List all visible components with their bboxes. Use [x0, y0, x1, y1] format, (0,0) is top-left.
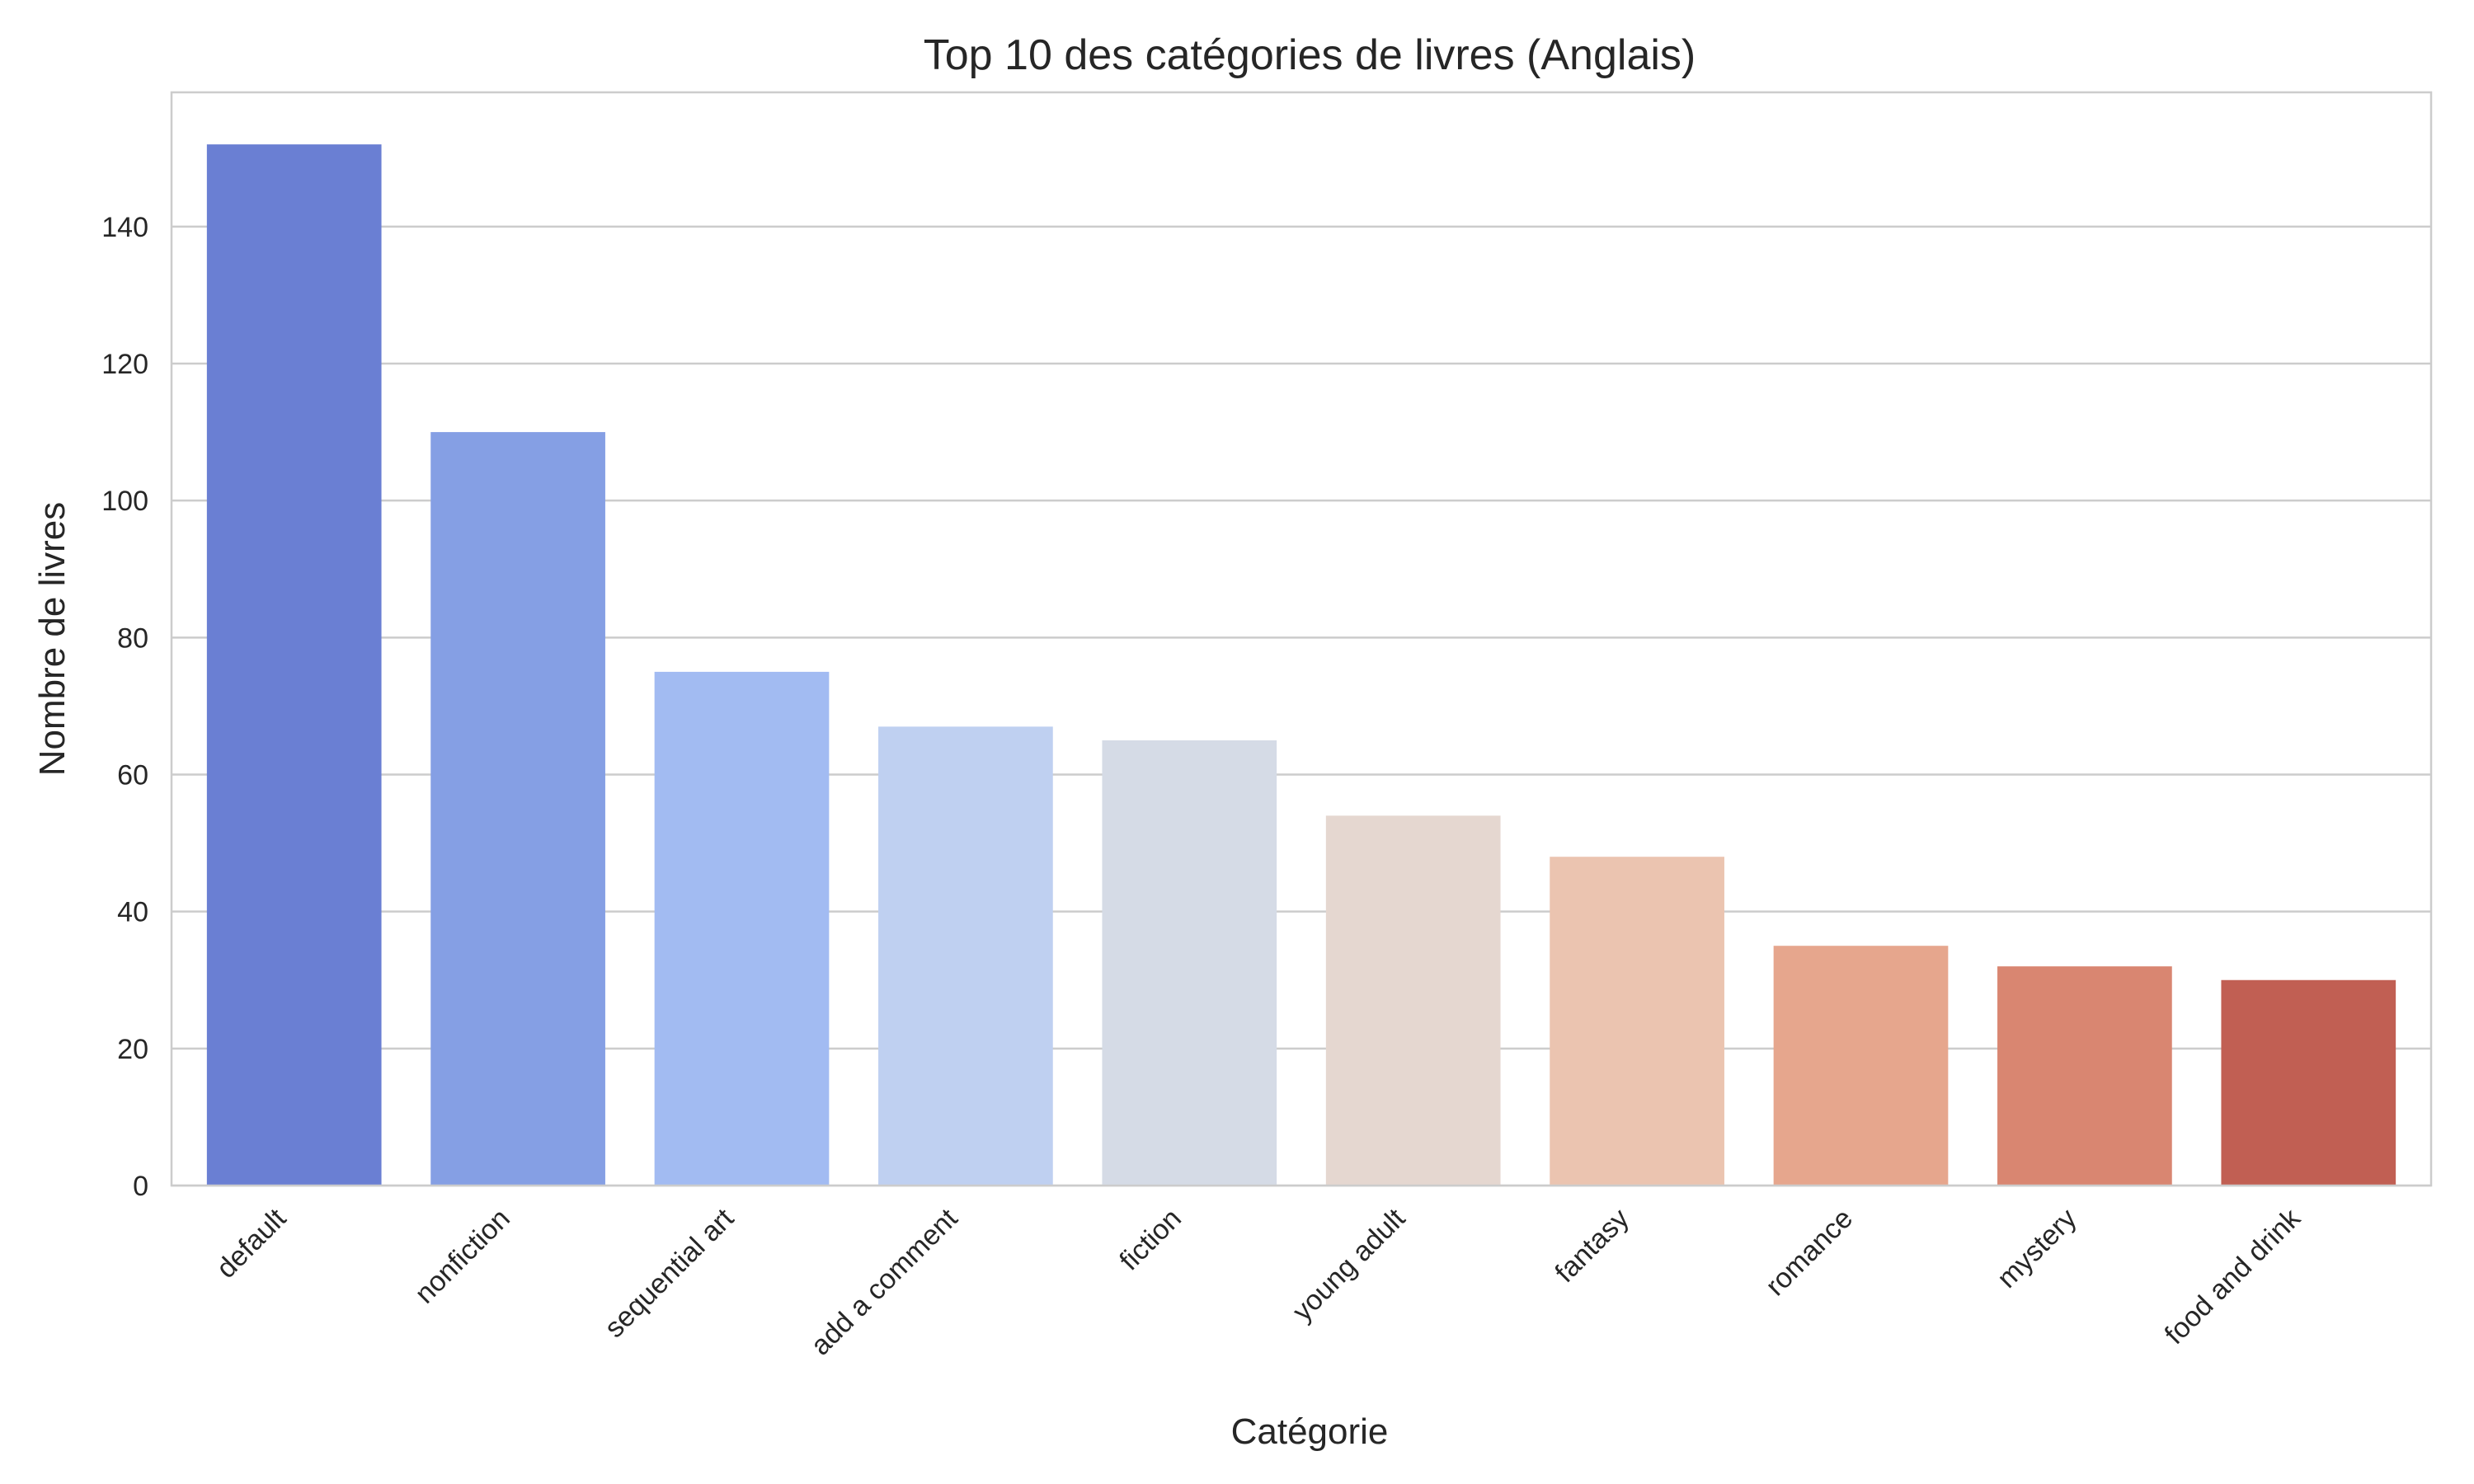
y-axis-label: Nombre de livres [32, 502, 73, 777]
plot-frame [170, 91, 2433, 1187]
bar-fiction [1102, 740, 1277, 1186]
y-tick-labels: 0 20 40 60 80 100 120 140 [101, 212, 148, 1202]
y-tick-label: 140 [101, 212, 148, 243]
bars [206, 144, 2396, 1186]
bar-fantasy [1550, 857, 1724, 1186]
y-tick-label: 100 [101, 486, 148, 517]
bar-romance [1773, 946, 1949, 1186]
x-tick-label: fiction [1113, 1203, 1188, 1277]
x-tick-label: sequential art [599, 1202, 741, 1344]
x-tick-label: food and drink [2159, 1202, 2307, 1350]
x-tick-label: default [210, 1202, 292, 1284]
y-tick-label: 60 [117, 760, 148, 791]
y-tick-label: 80 [117, 622, 148, 654]
x-axis-label: Catégorie [1231, 1411, 1389, 1452]
bar-food-and-drink [2221, 979, 2396, 1186]
bar-add-a-comment [878, 726, 1053, 1186]
y-tick-label: 40 [117, 897, 148, 928]
bar-mystery [1997, 966, 2172, 1186]
y-tick-label: 120 [101, 349, 148, 380]
x-tick-labels: default nonfiction sequential art add a com… [210, 1202, 2307, 1361]
bar-sequential-art [654, 671, 830, 1186]
x-tick-label: mystery [1992, 1203, 2083, 1294]
chart-title: Top 10 des catégories de livres (Anglais… [924, 31, 1696, 79]
x-tick-label: fantasy [1549, 1203, 1634, 1289]
y-tick-label: 20 [117, 1034, 148, 1065]
x-tick-label: romance [1760, 1203, 1859, 1302]
bar-nonfiction [430, 432, 605, 1186]
y-tick-label: 0 [133, 1171, 148, 1202]
x-tick-label: young adult [1286, 1202, 1412, 1327]
bar-young-adult [1325, 815, 1501, 1186]
x-tick-label: nonfiction [409, 1203, 516, 1310]
bar-default [206, 144, 382, 1186]
x-tick-label: add a comment [805, 1202, 964, 1361]
